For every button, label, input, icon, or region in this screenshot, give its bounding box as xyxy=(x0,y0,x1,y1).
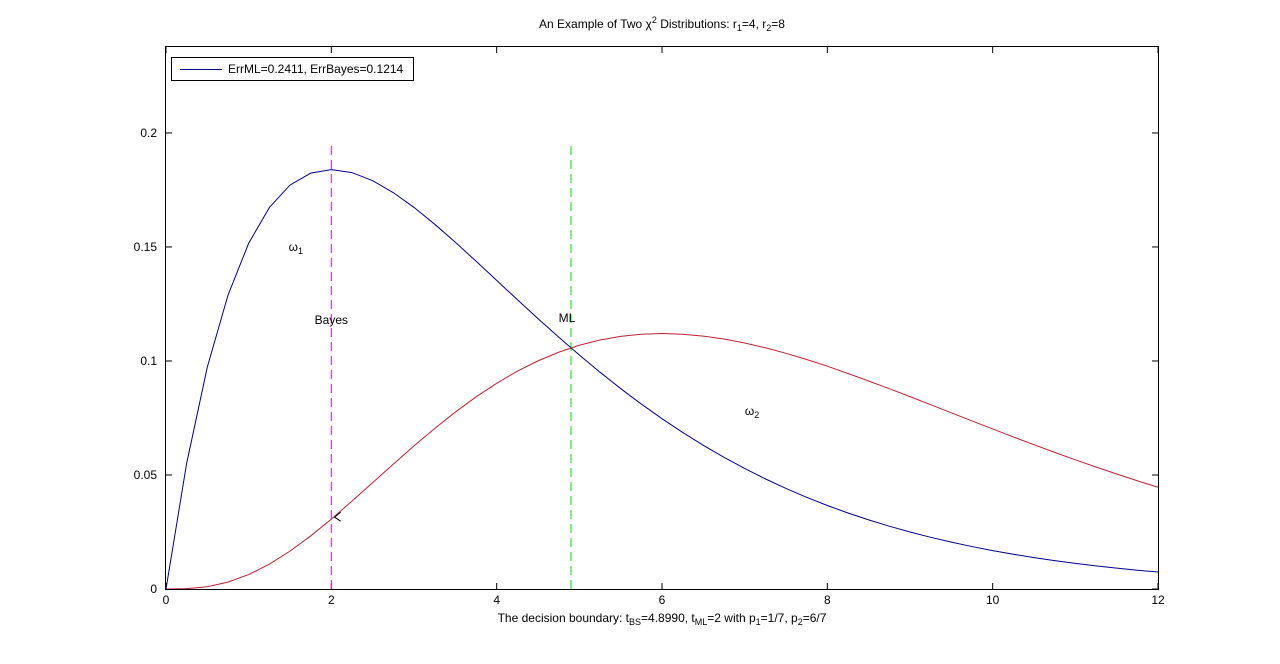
x-tick-label: 4 xyxy=(493,593,500,607)
omega2-label: ω2 xyxy=(744,404,760,421)
x-tick-label: 2 xyxy=(327,593,335,607)
bayes-label: Bayes xyxy=(314,312,349,327)
x-tick-label: 0 xyxy=(162,593,170,607)
y-tick-label: 0.2 xyxy=(140,125,157,140)
legend-box: ErrML=0.2411, ErrBayes=0.1214 xyxy=(171,57,415,81)
x-tick-label: 12 xyxy=(1151,593,1165,607)
y-tick-label: 0.15 xyxy=(133,239,157,254)
y-tick-label: 0.1 xyxy=(140,353,157,368)
x-axis-label: The decision boundary: tBS=4.8990, tML=2… xyxy=(497,611,827,627)
x-tick-label: 8 xyxy=(823,593,831,607)
x-tick-label: 10 xyxy=(985,593,1000,607)
y-tick-label: 0 xyxy=(150,582,157,596)
omega1-label: ω1 xyxy=(288,239,303,256)
series-chi2-pdf-r4 xyxy=(166,169,1158,589)
ml-label: ML xyxy=(558,310,576,325)
series-chi2-pdf-r8 xyxy=(166,333,1158,589)
x-tick-label: 6 xyxy=(658,593,666,607)
chart-title: An Example of Two χ2 Distributions: r1=4… xyxy=(539,15,785,33)
plot-area: ErrML=0.2411, ErrBayes=0.1214 ω1 Bayes ML ω… xyxy=(165,46,1159,590)
plot-svg xyxy=(166,47,1158,589)
y-tick-label: 0.05 xyxy=(133,467,157,482)
legend-label: ErrML=0.2411, ErrBayes=0.1214 xyxy=(228,62,404,76)
legend-line-sample xyxy=(180,68,222,70)
annotation-arrowhead xyxy=(333,511,341,522)
